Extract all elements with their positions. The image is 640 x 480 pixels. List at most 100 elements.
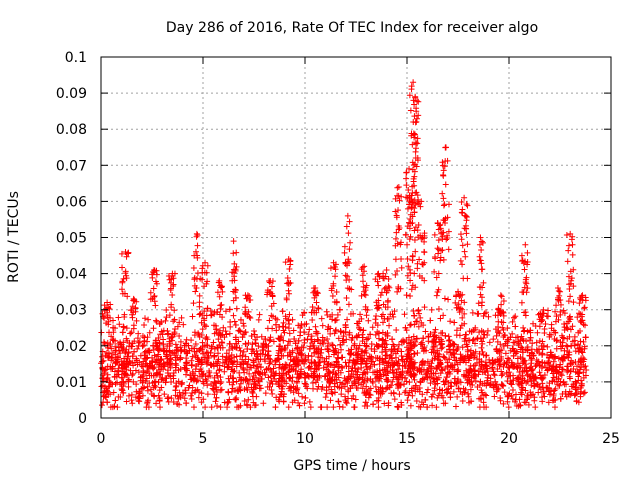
data-point <box>344 258 351 265</box>
data-point <box>475 300 482 307</box>
data-point <box>201 354 208 361</box>
data-point <box>374 343 381 350</box>
data-point <box>567 326 574 333</box>
data-point <box>157 404 164 411</box>
data-point <box>434 289 441 296</box>
data-point <box>233 344 240 351</box>
data-point <box>119 264 126 271</box>
data-point <box>414 98 421 105</box>
data-point <box>253 347 260 354</box>
data-point <box>230 368 237 375</box>
data-point <box>247 404 254 411</box>
data-point <box>457 388 464 395</box>
data-point <box>106 329 113 336</box>
data-point <box>465 390 472 397</box>
data-point <box>321 358 328 365</box>
data-point <box>330 404 337 411</box>
data-point <box>131 296 138 303</box>
data-point <box>300 344 307 351</box>
data-point <box>242 376 249 383</box>
data-point <box>236 327 243 334</box>
data-point <box>371 348 378 355</box>
data-point <box>375 282 382 289</box>
data-point <box>373 397 380 404</box>
data-point <box>312 359 319 366</box>
data-point <box>483 392 490 399</box>
data-point <box>411 312 418 319</box>
data-point <box>266 383 273 390</box>
data-point <box>133 355 140 362</box>
data-point <box>459 291 466 298</box>
data-point <box>498 347 505 354</box>
data-point <box>487 375 494 382</box>
data-point <box>419 391 426 398</box>
data-point <box>242 358 249 365</box>
data-point <box>557 301 564 308</box>
data-point <box>331 362 338 369</box>
data-point <box>349 382 356 389</box>
data-point <box>121 311 128 318</box>
data-point <box>457 355 464 362</box>
data-point <box>415 323 422 330</box>
data-point <box>267 334 274 341</box>
data-point <box>121 355 128 362</box>
data-point <box>200 350 207 357</box>
data-point <box>458 236 465 243</box>
data-point <box>217 387 224 394</box>
data-point <box>442 158 449 165</box>
y-tick-label: 0.01 <box>56 375 87 391</box>
data-point <box>291 336 298 343</box>
data-point <box>494 312 501 319</box>
data-point <box>508 380 515 387</box>
data-point <box>557 343 564 350</box>
data-point <box>162 317 169 324</box>
data-point <box>491 372 498 379</box>
data-point <box>577 296 584 303</box>
data-point <box>486 339 493 346</box>
data-point <box>459 344 466 351</box>
data-point <box>439 344 446 351</box>
data-point <box>337 328 344 335</box>
data-point <box>183 336 190 343</box>
data-point <box>575 370 582 377</box>
data-point <box>543 313 550 320</box>
data-point <box>470 363 477 370</box>
data-point <box>569 241 576 248</box>
data-point <box>421 230 428 237</box>
data-point <box>327 330 334 337</box>
data-point <box>569 323 576 330</box>
data-point <box>573 397 580 404</box>
data-point <box>403 378 410 385</box>
data-point <box>405 263 412 270</box>
data-point <box>567 360 574 367</box>
data-point <box>171 350 178 357</box>
data-point <box>437 370 444 377</box>
data-point <box>146 349 153 356</box>
axis-ticks <box>100 56 612 419</box>
data-point <box>303 383 310 390</box>
data-point <box>260 400 267 407</box>
data-point <box>401 363 408 370</box>
data-point <box>534 329 541 336</box>
data-point <box>141 355 148 362</box>
data-point <box>159 375 166 382</box>
data-point <box>165 394 172 401</box>
data-point <box>431 378 438 385</box>
data-point <box>492 378 499 385</box>
data-point <box>474 310 481 317</box>
data-point <box>445 246 452 253</box>
data-point <box>424 386 431 393</box>
data-point <box>498 353 505 360</box>
data-point <box>232 396 239 403</box>
data-point <box>230 374 237 381</box>
data-point <box>361 263 368 270</box>
data-point <box>431 231 438 238</box>
data-point <box>497 397 504 404</box>
data-point <box>194 377 201 384</box>
data-point <box>101 315 108 322</box>
data-point <box>476 253 483 260</box>
data-point <box>219 288 226 295</box>
data-point <box>361 288 368 295</box>
data-point <box>324 326 331 333</box>
data-point <box>333 288 340 295</box>
